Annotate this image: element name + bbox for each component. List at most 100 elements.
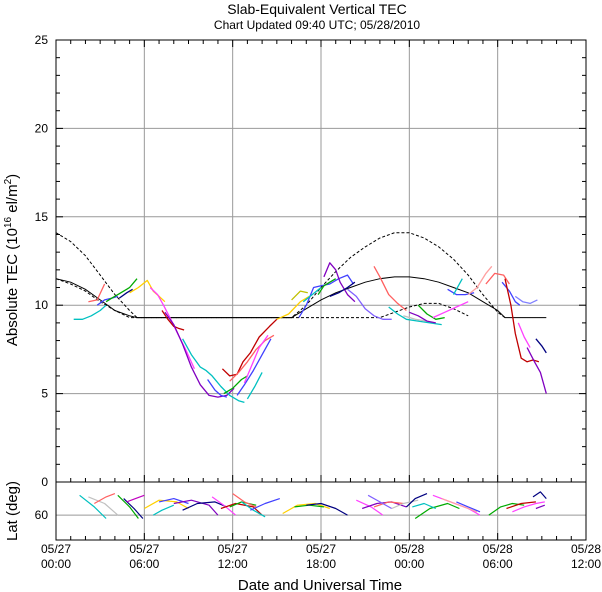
- tec-series-line-3: [96, 295, 118, 306]
- lat-track-25: [391, 499, 419, 510]
- chart-title: Slab-Equivalent Vertical TEC: [227, 1, 407, 17]
- lat-track-23: [373, 501, 404, 508]
- tec-series-line-29: [409, 311, 436, 324]
- x-tick-date: 05/27: [218, 542, 248, 556]
- lat-plot: 60: [35, 481, 587, 541]
- lat-track-17: [232, 493, 257, 508]
- lat-track-16: [250, 498, 280, 511]
- lat-track-24: [367, 494, 392, 510]
- tec-series-line-33: [452, 278, 463, 295]
- lat-track-22: [362, 501, 407, 510]
- tec-series-line-1: [73, 304, 107, 320]
- y-tick-label: 0: [41, 475, 48, 489]
- lat-grid: [55, 482, 587, 540]
- lat-track-12: [211, 496, 236, 516]
- y-tick-label: 15: [35, 210, 49, 224]
- lat-track-6: [126, 494, 145, 503]
- tec-series-line-21: [302, 286, 322, 303]
- lat-track-35: [532, 491, 547, 499]
- main-axis-ticks: 0 5 10 15 20 25: [35, 33, 587, 489]
- tec-series-line-8: [161, 310, 185, 331]
- y-axis-label-sup2: 2: [3, 178, 14, 184]
- reference-curves: [55, 232, 547, 319]
- tec-series-line-41: [535, 338, 547, 354]
- tec-series-line-4: [105, 278, 138, 303]
- lat-track-7: [144, 499, 189, 510]
- lat-track-27: [414, 502, 460, 519]
- lat-track-33: [506, 501, 536, 510]
- tec-series-line-15: [236, 338, 272, 396]
- lat-tracks: [79, 491, 547, 519]
- tec-series-line-7: [149, 287, 195, 370]
- x-tick-time: 12:00: [218, 557, 248, 571]
- y-axis-label-end: ): [4, 174, 21, 179]
- x-tick-time: 18:00: [306, 557, 336, 571]
- x-tick-date: 05/27: [129, 542, 159, 556]
- lat-track-11: [182, 501, 228, 511]
- tec-series-line-27: [388, 306, 442, 326]
- lat-track-1: [79, 494, 107, 519]
- lat-track-34: [512, 501, 545, 513]
- tec-series-line-39: [517, 322, 531, 348]
- tec-series-line-26: [373, 265, 407, 312]
- tec-series-line-10: [182, 338, 245, 404]
- tec-series-line-22: [317, 278, 337, 295]
- tec-series-line-12: [223, 375, 248, 395]
- lat-track-20: [306, 502, 348, 516]
- main-plot: 0 5 10 15 20 25: [35, 33, 587, 489]
- lat-axis-label: Lat (deg): [4, 481, 21, 541]
- tec-series-line-18: [276, 295, 310, 320]
- tec-series-line-28: [403, 315, 428, 322]
- lat-track-30: [441, 498, 478, 513]
- y-axis-label: Absolute TEC (1016 el/m2): [3, 174, 21, 346]
- lat-track-13: [220, 502, 263, 516]
- lat-track-18: [282, 502, 330, 515]
- lat-track-2: [88, 496, 119, 516]
- y-axis-label-main: Absolute TEC (10: [4, 228, 21, 346]
- tec-series: [73, 262, 547, 404]
- lat-track-9: [152, 504, 175, 516]
- y-axis-label-sup1: 16: [3, 216, 14, 228]
- y-tick-label: 10: [35, 298, 49, 312]
- y-tick-label: 20: [35, 121, 49, 135]
- x-tick-date: 05/28: [483, 542, 513, 556]
- tec-series-line-37: [514, 295, 538, 305]
- tec-series-line-16: [243, 334, 269, 384]
- lat-track-36: [535, 504, 546, 510]
- tec-series-line-24: [329, 281, 356, 298]
- tec-series-line-36: [501, 281, 521, 306]
- tec-series-line-5: [118, 288, 133, 299]
- lat-track-15: [241, 501, 266, 518]
- x-axis-label: Date and Universal Time: [238, 577, 402, 592]
- tec-series-line-34: [467, 265, 493, 296]
- x-tick-date: 05/28: [571, 542, 601, 556]
- x-tick-time: 00:00: [394, 557, 424, 571]
- lat-track-4: [117, 494, 139, 519]
- tec-series-line-6: [129, 279, 166, 303]
- tec-series-line-2: [88, 283, 106, 303]
- lat-tick-label: 60: [35, 508, 49, 522]
- x-tick-date: 05/27: [41, 542, 71, 556]
- x-tick-time: 06:00: [483, 557, 513, 571]
- x-tick-labels: 05/2700:0005/2706:0005/2712:0005/2718:00…: [41, 542, 601, 571]
- y-tick-label: 25: [35, 33, 49, 47]
- tec-series-line-17: [246, 372, 263, 400]
- lat-track-3: [94, 493, 116, 505]
- x-tick-time: 12:00: [571, 557, 601, 571]
- chart-subtitle: Chart Updated 09:40 UTC; 05/28/2010: [214, 18, 420, 32]
- y-axis-label-mid: el/m: [4, 184, 21, 217]
- lat-track-31: [456, 501, 481, 513]
- tec-series-line-13: [221, 318, 278, 377]
- reference-line-lower: [55, 278, 469, 319]
- lat-axis-ticks: 60: [35, 508, 587, 540]
- tec-series-line-23: [323, 262, 356, 303]
- tec-series-line-25: [347, 288, 392, 320]
- x-tick-date: 05/28: [394, 542, 424, 556]
- x-tick-time: 00:00: [41, 557, 71, 571]
- lat-track-26: [405, 493, 428, 508]
- reference-line-upper: [55, 232, 506, 319]
- tec-series-line-11: [207, 379, 227, 398]
- x-tick-time: 06:00: [129, 557, 159, 571]
- tec-series-line-31: [432, 301, 469, 319]
